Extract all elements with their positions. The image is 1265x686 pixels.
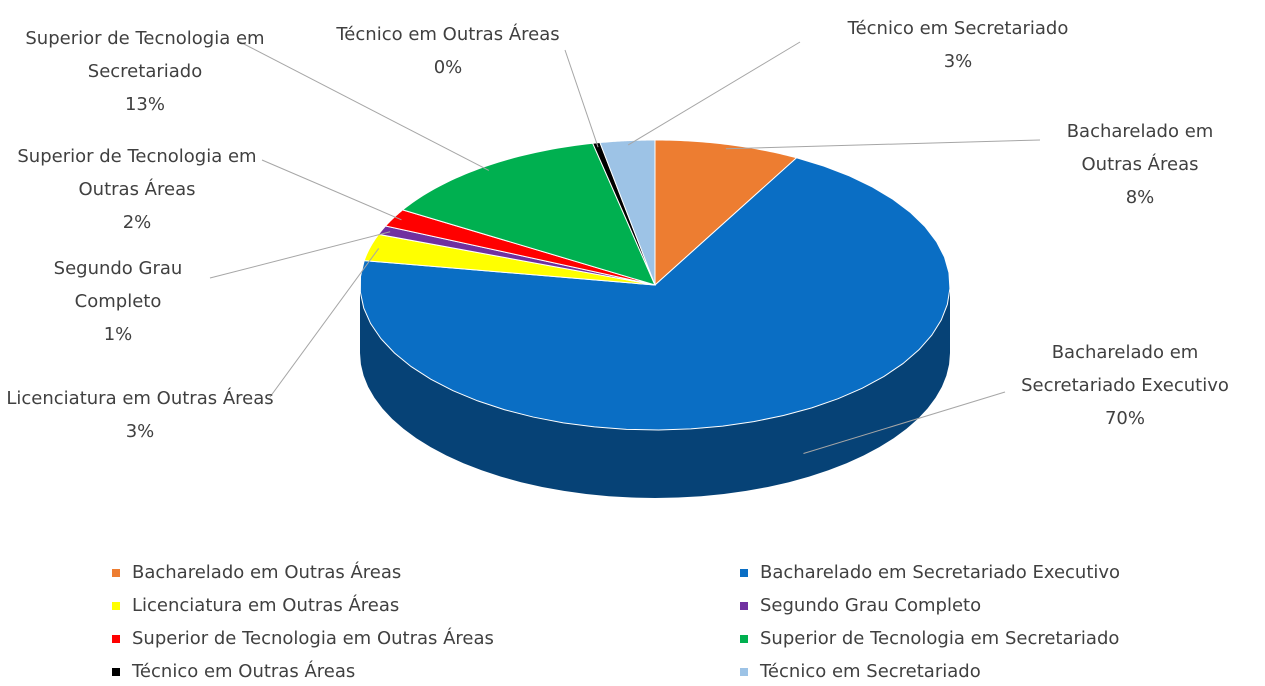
data-label-value: 1% xyxy=(103,324,133,345)
data-label-value: 3% xyxy=(943,51,973,72)
legend-label: Técnico em Outras Áreas xyxy=(132,661,356,682)
data-label: Bacharelado em Outras Áreas 8% xyxy=(1035,115,1245,214)
legend-label: Segundo Grau Completo xyxy=(760,595,982,616)
slice xyxy=(599,139,656,286)
data-label-value: 0% xyxy=(433,57,463,78)
slice xyxy=(401,142,656,286)
legend-swatch xyxy=(112,668,120,676)
data-label-name: Bacharelado em Outras Áreas xyxy=(1066,121,1214,175)
legend-label: Técnico em Secretariado xyxy=(760,661,981,682)
data-label-name: Técnico em Secretariado xyxy=(847,18,1069,39)
legend-swatch xyxy=(740,668,748,676)
data-label-value: 70% xyxy=(1104,408,1145,429)
leader-line xyxy=(209,231,391,279)
legend-swatch xyxy=(112,569,120,577)
legend-swatch xyxy=(740,569,748,577)
legend-item: Técnico em Outras Áreas xyxy=(112,661,355,682)
legend-item: Bacharelado em Outras Áreas xyxy=(112,562,401,583)
leader-line xyxy=(261,159,402,221)
data-label-name: Superior de Tecnologia em Outras Áreas xyxy=(17,146,257,200)
data-label: Segundo Grau Completo 1% xyxy=(23,252,213,351)
legend-swatch xyxy=(740,602,748,610)
data-label-name: Técnico em Outras Áreas xyxy=(336,24,560,45)
legend-item: Bacharelado em Secretariado Executivo xyxy=(740,562,1120,583)
slice xyxy=(359,157,951,431)
legend-label: Licenciatura em Outras Áreas xyxy=(132,595,400,616)
data-label: Superior de Tecnologia em Outras Áreas 2% xyxy=(2,140,272,239)
data-label-value: 2% xyxy=(122,212,152,233)
legend-item: Técnico em Secretariado xyxy=(740,661,981,682)
data-label: Técnico em Secretariado 3% xyxy=(793,12,1123,78)
data-label-value: 3% xyxy=(125,421,155,442)
data-label-name: Bacharelado em Secretariado Executivo xyxy=(1021,342,1229,396)
slice xyxy=(384,209,656,286)
legend-label: Superior de Tecnologia em Secretariado xyxy=(760,628,1120,649)
data-label: Bacharelado em Secretariado Executivo 70% xyxy=(1000,336,1250,435)
legend-swatch xyxy=(112,602,120,610)
data-label: Superior de Tecnologia em Secretariado 13… xyxy=(5,22,285,121)
data-label-value: 8% xyxy=(1125,187,1155,208)
slice-side xyxy=(360,285,950,498)
legend-swatch xyxy=(740,635,748,643)
slice xyxy=(363,233,656,286)
data-label-name: Licenciatura em Outras Áreas xyxy=(6,388,274,409)
legend-item: Superior de Tecnologia em Outras Áreas xyxy=(112,628,494,649)
leader-line xyxy=(725,139,1041,150)
legend-item: Superior de Tecnologia em Secretariado xyxy=(740,628,1119,649)
data-label-name: Segundo Grau Completo xyxy=(53,258,183,312)
data-label-name: Superior de Tecnologia em Secretariado xyxy=(25,28,265,82)
data-label: Licenciatura em Outras Áreas 3% xyxy=(5,382,275,448)
legend-item: Segundo Grau Completo xyxy=(740,595,981,616)
slice xyxy=(654,139,798,287)
leader-line xyxy=(269,248,380,398)
data-label: Técnico em Outras Áreas 0% xyxy=(288,18,608,84)
leader-line xyxy=(803,391,1006,455)
leader-line xyxy=(564,49,599,148)
legend-label: Bacharelado em Outras Áreas xyxy=(132,562,402,583)
leader-line xyxy=(239,41,490,171)
legend-label: Superior de Tecnologia em Outras Áreas xyxy=(132,628,494,649)
leader-line xyxy=(627,41,801,146)
legend-label: Bacharelado em Secretariado Executivo xyxy=(760,562,1121,583)
legend-swatch xyxy=(112,635,120,643)
legend-item: Licenciatura em Outras Áreas xyxy=(112,595,399,616)
data-label-value: 13% xyxy=(124,94,165,115)
